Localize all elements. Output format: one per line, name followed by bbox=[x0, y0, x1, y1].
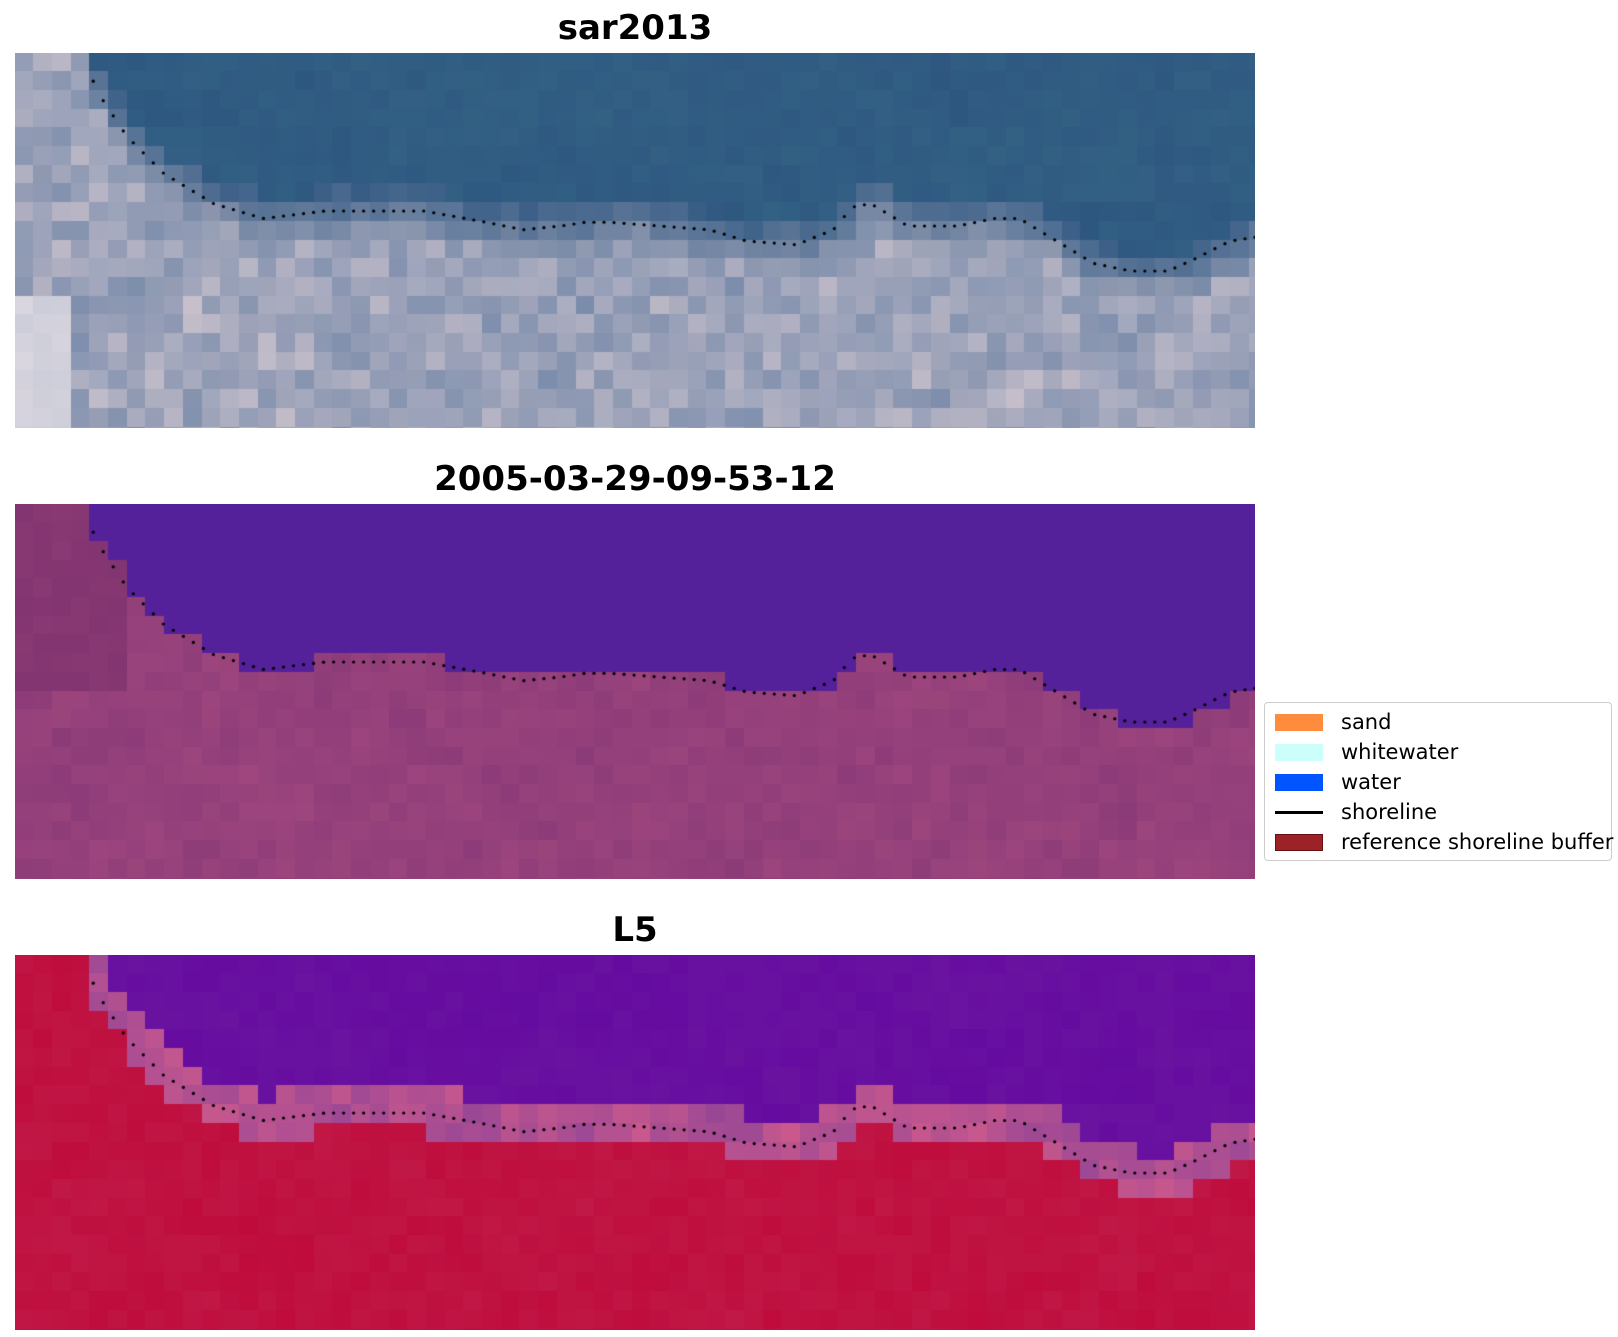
whitewater-swatch bbox=[1275, 744, 1323, 761]
legend-item-water: water bbox=[1265, 766, 1611, 796]
reference-buffer-swatch bbox=[1275, 834, 1323, 851]
panel-title-classified: 2005-03-29-09-53-12 bbox=[434, 459, 836, 499]
classified-image bbox=[15, 504, 1255, 879]
index-image bbox=[15, 955, 1255, 1330]
legend-label-sand: sand bbox=[1341, 710, 1392, 734]
legend-label-water: water bbox=[1341, 770, 1401, 794]
legend-item-whitewater: whitewater bbox=[1265, 736, 1611, 766]
legend-label-shoreline: shoreline bbox=[1341, 800, 1438, 824]
legend-item-sand: sand bbox=[1265, 706, 1611, 736]
legend-item-shoreline: shoreline bbox=[1265, 796, 1611, 826]
legend-label-reference-buffer: reference shoreline buffer bbox=[1341, 830, 1614, 854]
sand-swatch bbox=[1275, 714, 1323, 731]
water-swatch bbox=[1275, 774, 1323, 791]
rgb-satellite-image bbox=[15, 53, 1255, 428]
legend-label-whitewater: whitewater bbox=[1341, 740, 1459, 764]
legend-item-reference-buffer: reference shoreline buffer bbox=[1265, 826, 1614, 856]
legend: sand whitewater water shoreline referenc… bbox=[1264, 702, 1614, 861]
panel-title-index: L5 bbox=[612, 910, 658, 950]
shoreline-line-swatch bbox=[1275, 811, 1323, 814]
panel-title-rgb: sar2013 bbox=[557, 8, 713, 48]
